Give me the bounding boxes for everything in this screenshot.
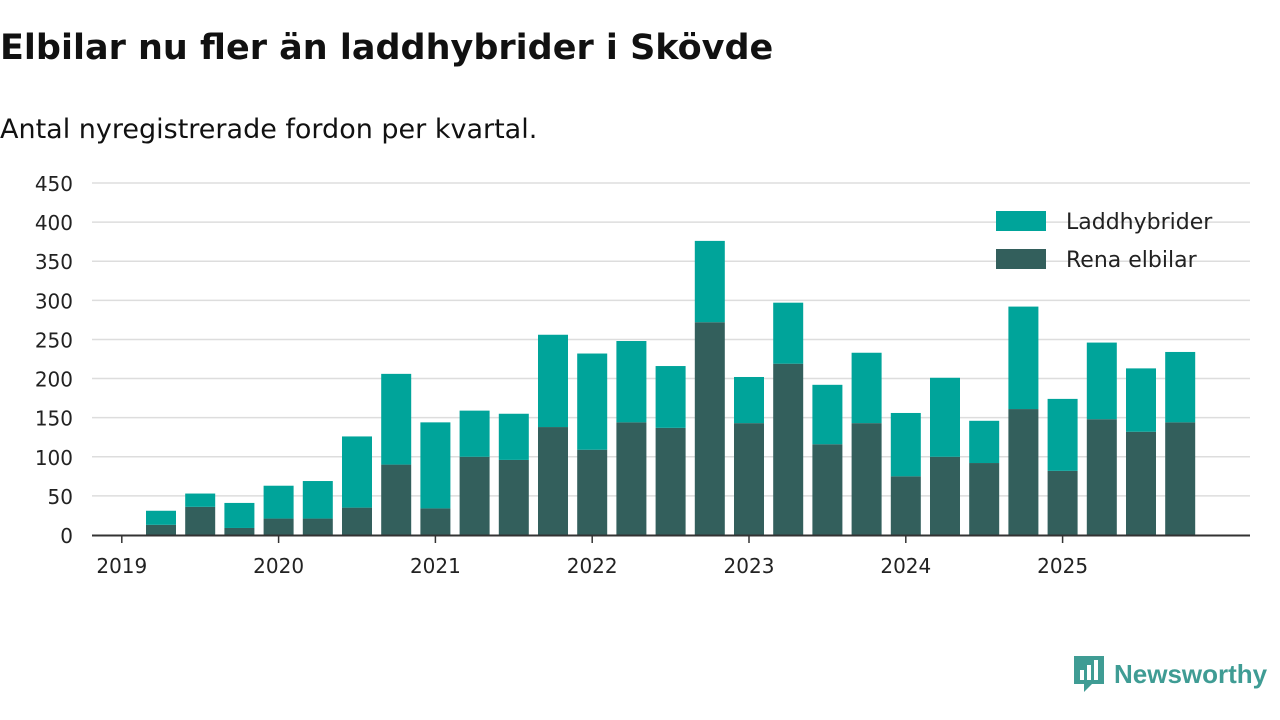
y-tick-label: 450	[35, 172, 73, 196]
y-tick-label: 50	[48, 485, 73, 509]
bar-rena-elbilar	[812, 444, 843, 535]
bar-rena-elbilar	[734, 423, 764, 535]
bar-rena-elbilar	[263, 518, 294, 535]
y-tick-label: 300	[35, 289, 73, 313]
bar-laddhybrider	[1126, 368, 1156, 432]
newsworthy-logo-text: Newsworthy	[1114, 658, 1268, 689]
stacked-bar-chart: 0 50 100 150 200 250 300 350 400 450 2019 2020 2021…	[35, 172, 1250, 578]
bar-laddhybrider	[1008, 306, 1039, 410]
bar-laddhybrider	[930, 377, 960, 457]
x-tick-label: 2023	[724, 554, 775, 578]
bar-laddhybrider	[655, 366, 686, 428]
bar-laddhybrider	[969, 420, 1000, 464]
bar-rena-elbilar	[655, 427, 686, 535]
bar-laddhybrider	[694, 240, 725, 323]
y-tick-label: 0	[60, 524, 73, 548]
bar-laddhybrider	[734, 376, 764, 424]
bar-rena-elbilar	[1165, 422, 1196, 535]
bar-laddhybrider	[773, 302, 804, 364]
y-tick-label: 250	[35, 328, 73, 352]
newsworthy-logo: Newsworthy	[1072, 654, 1267, 694]
chart-title: Elbilar nu fler än laddhybrider i Skövde	[0, 28, 774, 68]
bar-laddhybrider	[812, 384, 843, 445]
bar-rena-elbilar	[185, 506, 216, 535]
bar-laddhybrider	[381, 373, 412, 465]
bar-laddhybrider	[851, 352, 882, 424]
x-tick-label: 2024	[880, 554, 931, 578]
bar-rena-elbilar	[694, 322, 725, 535]
legend-swatch-laddhybrider	[996, 211, 1046, 231]
y-tick-label: 400	[35, 211, 73, 235]
bar-laddhybrider	[1086, 342, 1117, 420]
x-tick-label: 2020	[253, 554, 304, 578]
bar-rena-elbilar	[773, 363, 804, 535]
bar-rena-elbilar	[890, 476, 921, 535]
bar-laddhybrider	[577, 353, 608, 450]
bar-laddhybrider	[890, 412, 921, 477]
x-tick-label: 2025	[1037, 554, 1088, 578]
bar-rena-elbilar	[1086, 419, 1117, 535]
newsworthy-logo-icon	[1074, 656, 1104, 692]
bar-laddhybrider	[459, 410, 490, 457]
bar-rena-elbilar	[616, 422, 647, 535]
bar-laddhybrider	[146, 510, 176, 525]
y-axis-ticks: 0 50 100 150 200 250 300 350 400 450	[35, 172, 73, 548]
bar-laddhybrider	[342, 436, 372, 508]
legend: Laddhybrider Rena elbilar	[996, 210, 1213, 273]
bar-rena-elbilar	[1008, 409, 1039, 535]
bar-rena-elbilar	[969, 463, 1000, 535]
bar-laddhybrider	[263, 485, 294, 519]
chart-subtitle: Antal nyregistrerade fordon per kvartal.	[0, 114, 538, 145]
bar-rena-elbilar	[302, 518, 333, 535]
bar-rena-elbilar	[459, 456, 490, 535]
bar-rena-elbilar	[498, 459, 529, 535]
bar-laddhybrider	[538, 334, 568, 428]
bar-laddhybrider	[498, 413, 529, 460]
bar-rena-elbilar	[930, 456, 960, 535]
legend-label-rena-elbilar: Rena elbilar	[1066, 248, 1198, 273]
bar-laddhybrider	[302, 481, 333, 519]
bar-rena-elbilar	[1047, 470, 1078, 535]
bar-rena-elbilar	[538, 427, 568, 535]
y-tick-label: 200	[35, 368, 73, 392]
bar-laddhybrider	[616, 341, 647, 423]
bar-laddhybrider	[1165, 351, 1196, 423]
bar-rena-elbilar	[342, 507, 372, 535]
bar-laddhybrider	[1047, 398, 1078, 471]
x-tick-label: 2022	[567, 554, 618, 578]
bar-rena-elbilar	[146, 524, 176, 535]
bar-rena-elbilar	[381, 464, 412, 535]
bar-rena-elbilar	[420, 508, 451, 535]
bar-rena-elbilar	[224, 527, 255, 535]
bars	[146, 240, 1196, 535]
x-axis-ticks: 2019 2020 2021 2022 2023 2024 2025	[96, 535, 1088, 578]
legend-swatch-rena-elbilar	[996, 249, 1046, 269]
bar-laddhybrider	[420, 422, 451, 509]
legend-label-laddhybrider: Laddhybrider	[1066, 210, 1213, 235]
y-tick-label: 150	[35, 407, 73, 431]
bar-rena-elbilar	[577, 449, 608, 535]
y-tick-label: 350	[35, 250, 73, 274]
x-tick-label: 2019	[96, 554, 147, 578]
bar-rena-elbilar	[1126, 431, 1156, 535]
bar-laddhybrider	[224, 502, 255, 528]
bar-laddhybrider	[185, 493, 216, 507]
x-tick-label: 2021	[410, 554, 461, 578]
bar-rena-elbilar	[851, 423, 882, 535]
y-tick-label: 100	[35, 446, 73, 470]
